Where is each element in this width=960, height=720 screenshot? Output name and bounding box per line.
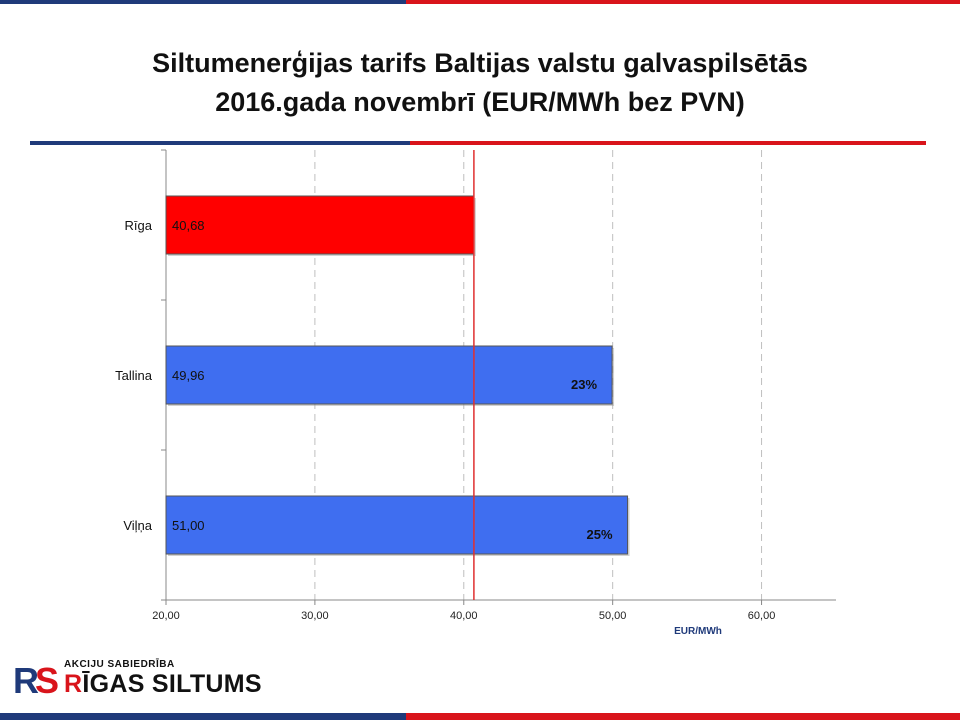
bar-value-label: 51,00 [172,518,205,533]
bottom-stripe-navy [0,713,406,720]
bar-percent-label: 25% [587,527,613,542]
category-label: Viļņa [123,518,152,533]
bar-value-label: 40,68 [172,218,205,233]
top-stripe-red [406,0,960,4]
bottom-stripe-red [406,713,960,720]
svg-text:S: S [35,660,59,701]
x-tick-label: 30,00 [301,610,329,622]
x-tick-label: 50,00 [599,610,627,622]
logo-company-name: RĪGAS SILTUMS [64,670,262,699]
title-line-2: 2016.gada novembrī (EUR/MWh bez PVN) [215,87,745,117]
company-logo: R S AKCIJU SABIEDRĪBA RĪGAS SILTUMS [12,655,302,705]
bar-percent-label: 23% [571,377,597,392]
x-axis-title: EUR/MWh [674,626,722,637]
bar [165,345,613,405]
title-divider-red [410,141,926,145]
logo-name-prefix: R [64,670,83,698]
x-tick-label: 60,00 [748,610,776,622]
x-tick-label: 20,00 [152,610,180,622]
svg-text:R: R [13,660,39,701]
title-divider-navy [30,141,410,145]
bar [165,495,629,555]
logo-company-type: AKCIJU SABIEDRĪBA [64,659,175,670]
bar-value-label: 49,96 [172,368,205,383]
category-label: Rīga [125,218,153,233]
bar [165,195,475,255]
top-stripe-navy [0,0,406,4]
x-tick-label: 40,00 [450,610,478,622]
slide-title: Siltumenerģijas tarifs Baltijas valstu g… [40,44,920,122]
title-line-1: Siltumenerģijas tarifs Baltijas valstu g… [152,48,808,78]
logo-name-rest: ĪGAS SILTUMS [82,670,262,698]
category-label: Tallina [115,368,153,383]
rs-monogram-icon: R S [13,660,59,701]
